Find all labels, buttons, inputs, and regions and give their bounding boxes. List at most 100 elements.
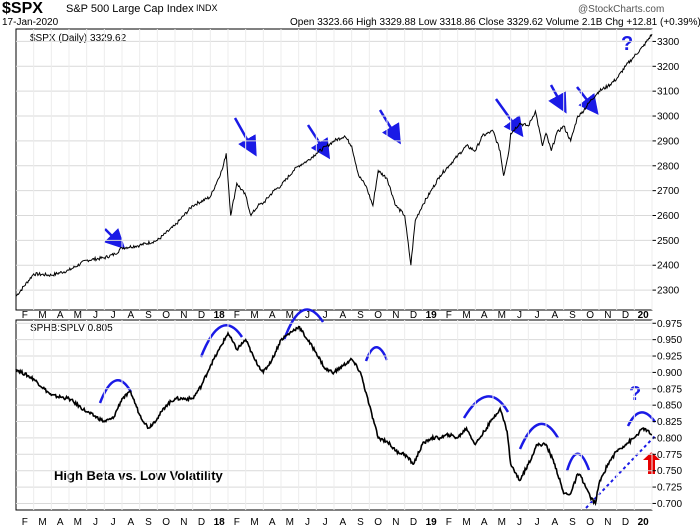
y-tick-label: 3200 <box>657 62 680 73</box>
ratio-arc <box>98 379 133 404</box>
ratio-arc <box>626 411 657 427</box>
price-arrow <box>576 86 599 115</box>
x-tick-label: M <box>38 517 46 528</box>
stockcharts-brand[interactable]: @StockCharts.com <box>578 4 665 15</box>
x-tick-label: J <box>305 310 310 321</box>
y-tick-label: 0.875 <box>657 384 682 395</box>
x-tick-label: A <box>551 517 558 528</box>
series-line <box>15 33 653 297</box>
y-tick-label: 2700 <box>657 186 680 197</box>
x-tick-label: F <box>446 517 452 528</box>
ratio-chart: 0.700 0.725 0.750 0.775 0.800 0.825 0.850 0.875… <box>15 319 682 528</box>
x-tick-label: S <box>357 310 364 321</box>
y-tick-label: 3300 <box>657 37 680 48</box>
y-tick-label: 2900 <box>657 136 680 147</box>
x-tick-label: O <box>162 517 170 528</box>
price-question-mark: ? <box>621 33 633 55</box>
x-tick-label: O <box>586 310 594 321</box>
x-tick-label: D <box>410 517 417 528</box>
x-tick-label: J <box>111 517 116 528</box>
x-tick-label: 19 <box>426 517 438 528</box>
x-tick-label: 20 <box>638 310 650 321</box>
quote-date: 17-Jan-2020 <box>2 17 59 28</box>
ratio-arcs <box>98 308 657 472</box>
x-tick-label: S <box>357 517 364 528</box>
x-tick-label: M <box>38 310 46 321</box>
x-tick-label: M <box>250 517 258 528</box>
price-arrow <box>306 124 331 160</box>
x-tick-label: J <box>93 517 98 528</box>
x-tick-label: S <box>569 517 576 528</box>
x-tick-label: 20 <box>638 517 650 528</box>
x-tick-label: A <box>127 310 134 321</box>
y-tick-label: 0.800 <box>657 433 682 444</box>
y-tick-label: 3000 <box>657 112 680 123</box>
x-tick-label: N <box>180 310 187 321</box>
x-tick-label: M <box>286 517 294 528</box>
price-arrow <box>494 98 524 138</box>
x-tick-label: M <box>74 310 82 321</box>
x-tick-label: A <box>339 310 346 321</box>
x-tick-label: F <box>22 310 28 321</box>
x-tick-label: N <box>392 517 399 528</box>
y-tick-label: 2400 <box>657 261 680 272</box>
x-tick-label: A <box>127 517 134 528</box>
y-tick-label: 0.850 <box>657 401 682 412</box>
y-tick-label: 0.700 <box>657 499 682 510</box>
ticker-symbol: $SPX <box>2 0 43 17</box>
x-tick-label: J <box>535 517 540 528</box>
x-tick-label: A <box>57 310 64 321</box>
price-arrow <box>104 228 126 250</box>
x-tick-label: F <box>446 310 452 321</box>
x-tick-label: N <box>180 517 187 528</box>
security-name: S&P 500 Large Cap Index <box>66 3 194 15</box>
x-tick-label: A <box>339 517 346 528</box>
x-tick-label: N <box>392 310 399 321</box>
x-tick-label: O <box>586 517 594 528</box>
x-tick-label: S <box>145 310 152 321</box>
y-tick-label: 0.725 <box>657 483 682 494</box>
ratio-arc <box>282 308 325 341</box>
price-arrow <box>233 117 257 157</box>
x-tick-label: M <box>74 517 82 528</box>
y-tick-label: 2500 <box>657 236 680 247</box>
x-tick-label: D <box>622 310 629 321</box>
x-tick-label: J <box>323 310 328 321</box>
y-tick-label: 2800 <box>657 161 680 172</box>
y-tick-label: 0.925 <box>657 352 682 363</box>
x-tick-label: J <box>517 310 522 321</box>
x-tick-label: N <box>604 310 611 321</box>
y-tick-label: 3100 <box>657 87 680 98</box>
x-tick-label: A <box>481 310 488 321</box>
y-tick-label: 0.750 <box>657 466 682 477</box>
x-tick-label: 19 <box>426 310 438 321</box>
x-tick-label: F <box>234 517 240 528</box>
y-tick-label: 0.900 <box>657 368 682 379</box>
ratio-arc <box>462 395 510 419</box>
x-tick-label: J <box>517 517 522 528</box>
x-tick-label: O <box>374 310 382 321</box>
x-tick-label: D <box>198 310 205 321</box>
x-tick-label: O <box>374 517 382 528</box>
price-arrow <box>548 84 567 114</box>
ratio-caption: High Beta vs. Low Volatility <box>54 468 224 483</box>
y-tick-label: 2300 <box>657 286 680 297</box>
x-tick-label: A <box>269 310 276 321</box>
price-arrows <box>104 84 599 250</box>
x-tick-label: D <box>622 517 629 528</box>
x-tick-label: M <box>250 310 258 321</box>
ratio-arc <box>199 324 244 358</box>
x-tick-label: J <box>305 517 310 528</box>
ratio-question-mark: ? <box>629 383 641 405</box>
x-tick-label: F <box>22 517 28 528</box>
x-tick-label: M <box>462 310 470 321</box>
price-arrow <box>378 109 401 145</box>
exchange-label: INDX <box>196 3 218 13</box>
x-tick-label: A <box>269 517 276 528</box>
x-tick-label: A <box>57 517 64 528</box>
x-tick-label: M <box>286 310 294 321</box>
x-tick-label: O <box>162 310 170 321</box>
x-tick-label: S <box>145 517 152 528</box>
y-tick-label: 0.950 <box>657 335 682 346</box>
x-tick-label: A <box>481 517 488 528</box>
